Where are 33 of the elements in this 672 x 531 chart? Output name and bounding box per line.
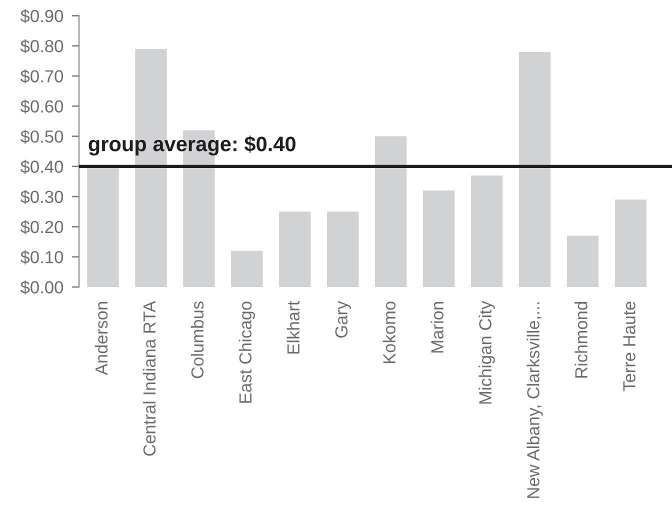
- y-tick-label: $0.00: [20, 280, 64, 294]
- y-tick-label: $0.20: [20, 220, 64, 234]
- y-tick-label: $0.90: [20, 9, 64, 24]
- bar: [327, 212, 359, 287]
- bar: [279, 212, 311, 287]
- x-tick-label: Kokomo: [382, 302, 396, 364]
- bar: [614, 200, 647, 287]
- bar: [566, 236, 599, 287]
- bar: [470, 175, 503, 287]
- bar: [231, 250, 263, 287]
- x-tick-label: East Chicago: [238, 302, 256, 403]
- y-tick-label: $0.10: [20, 250, 64, 264]
- y-tick-label: $0.30: [20, 190, 64, 204]
- x-tick-label: Marion: [430, 302, 444, 353]
- bar: [87, 166, 119, 287]
- y-tick-label: $0.60: [20, 100, 64, 114]
- x-tick-label: Elkhart: [286, 301, 300, 354]
- bar: [518, 52, 551, 287]
- bar: [423, 190, 455, 287]
- x-tick-label: Terre Haute: [623, 302, 636, 392]
- x-tick-label: Columbus: [190, 302, 204, 378]
- y-tick-label: $0.80: [20, 39, 64, 54]
- ref-line-label: group average: $0.40: [88, 136, 296, 156]
- y-tick-label: $0.70: [20, 69, 64, 84]
- y-tick-label: $0.50: [20, 130, 64, 144]
- x-tick-label: Michigan City: [478, 300, 495, 404]
- x-tick-label: Anderson: [94, 302, 108, 376]
- x-tick-label: Richmond: [574, 302, 588, 378]
- x-tick-label: Central Indiana RTA: [142, 300, 156, 456]
- bar: [375, 136, 407, 287]
- y-tick-label: $0.40: [20, 160, 64, 174]
- x-tick-label: Gary: [335, 300, 351, 338]
- x-tick-label: New Albany, Clarksville,...: [526, 302, 543, 498]
